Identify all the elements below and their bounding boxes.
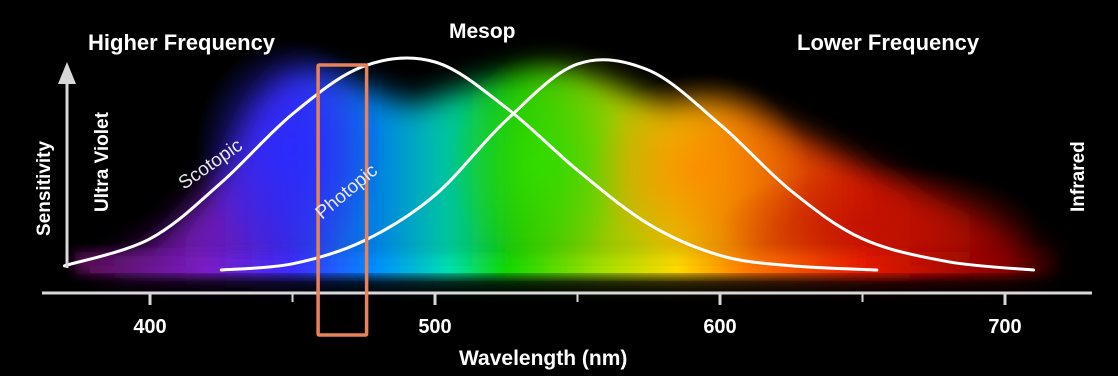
spectrum-baseline — [90, 266, 1040, 273]
x-axis-label: Wavelength (nm) — [459, 347, 627, 370]
curve-photopic — [219, 58, 1035, 272]
header-left: Higher Frequency — [88, 30, 276, 55]
x-tick-label-700: 700 — [988, 316, 1021, 338]
header-center: Mesop — [449, 20, 516, 43]
spectrum-glow — [75, 40, 1055, 285]
x-tick-label-500: 500 — [418, 316, 451, 338]
sensitivity-arrowhead — [58, 62, 76, 84]
x-tick-label-400: 400 — [133, 316, 166, 338]
blue-glow — [195, 40, 385, 260]
x-tick-label-600: 600 — [703, 316, 736, 338]
right-edge-label: Infrared — [1068, 141, 1089, 212]
x-axis-ticks: 400 500 600 700 — [133, 293, 1022, 338]
highlight-box — [316, 63, 369, 337]
y-axis-label: Sensitivity — [34, 141, 55, 236]
header-right: Lower Frequency — [797, 30, 980, 55]
sensitivity-curves — [63, 56, 1035, 272]
sensitivity-arrow — [58, 62, 76, 268]
left-edge-label: Ultra Violet — [92, 111, 113, 212]
curve-scotopic — [63, 56, 879, 272]
green-glow — [450, 55, 630, 275]
